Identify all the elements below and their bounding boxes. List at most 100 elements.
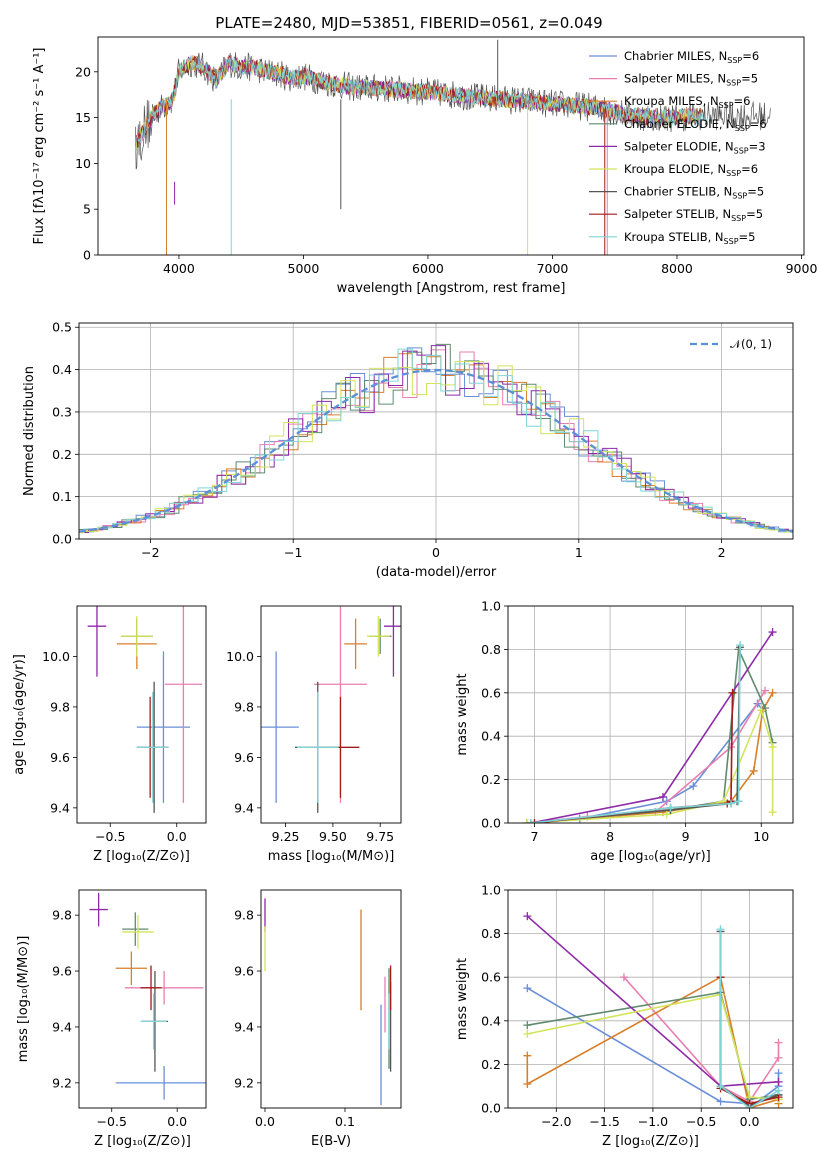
y-tick-label: 0.6 bbox=[481, 685, 501, 700]
axes-frame bbox=[97, 36, 805, 256]
y-tick-label: 15 bbox=[75, 110, 91, 125]
weight-marker bbox=[530, 819, 539, 823]
panel-5: −0.5 0.0 9.2 9.4 9.6 9.8 Z [log₁₀(Z/Z⊙)] mass [… bbox=[16, 889, 207, 1149]
legend-label: Kroupa MILES, N bbox=[624, 94, 719, 108]
y-tick-label: 9.8 bbox=[52, 908, 72, 923]
weight-line-2 bbox=[530, 692, 774, 823]
weight-marker bbox=[774, 1038, 783, 1047]
legend-entry: Kroupa STELIB, NSSP=5 bbox=[624, 230, 755, 246]
legend-label: Salpeter ELODIE, N bbox=[624, 139, 734, 153]
weight-marker bbox=[768, 808, 777, 817]
y-tick-label: 0.2 bbox=[481, 1057, 501, 1072]
y-tick-label: 9.6 bbox=[234, 964, 254, 979]
y-axis-label: mass [log₁₀(M/M⊙)] bbox=[16, 936, 31, 1063]
legend-subscript: SSP bbox=[726, 79, 741, 88]
x-axis-label: wavelength [Angstrom, rest frame] bbox=[337, 281, 566, 296]
y-axis-label: mass weight bbox=[455, 673, 470, 755]
weight-marker bbox=[774, 1069, 783, 1078]
y-tick-label: 0.2 bbox=[52, 447, 72, 462]
legend-subscript: SSP bbox=[734, 146, 749, 155]
y-tick-label: 9.6 bbox=[52, 964, 72, 979]
x-tick-label: 6000 bbox=[412, 261, 444, 276]
y-tick-label: 9.6 bbox=[234, 750, 254, 765]
x-tick-label: 9.75 bbox=[366, 829, 394, 844]
y-tick-label: 0.4 bbox=[52, 362, 72, 377]
weight-marker bbox=[768, 743, 777, 752]
y-tick-label: 10.0 bbox=[42, 649, 70, 664]
y-tick-label: 9.8 bbox=[50, 699, 70, 714]
weight-line-5 bbox=[526, 707, 774, 823]
weight-marker bbox=[768, 628, 777, 637]
weight-marker bbox=[728, 688, 737, 697]
x-tick-label: −0.5 bbox=[97, 1114, 127, 1129]
legend-label: Chabrier MILES, N bbox=[624, 49, 727, 63]
x-tick-label: 7 bbox=[530, 829, 538, 844]
x-tick-label: −1.5 bbox=[589, 1114, 619, 1129]
legend-suffix: =5 bbox=[746, 207, 763, 221]
y-tick-label: 9.4 bbox=[234, 1019, 254, 1034]
x-axis-label: (data-model)/error bbox=[376, 565, 497, 580]
y-tick-label: 0 bbox=[83, 248, 91, 263]
weight-marker bbox=[716, 925, 725, 934]
x-tick-label: −0.5 bbox=[686, 1114, 716, 1129]
axes-frame bbox=[78, 322, 794, 540]
panel-7: −2.0 −1.5 −1.0 −0.5 0.0 0.0 0.2 0.4 0.6 0.8 1.0 Z [… bbox=[455, 883, 794, 1149]
weight-marker bbox=[716, 1097, 725, 1106]
legend-label: Kroupa ELODIE, N bbox=[624, 162, 726, 176]
y-tick-label: 0.8 bbox=[481, 926, 501, 941]
legend-subscript: SSP bbox=[724, 237, 739, 246]
weight-marker bbox=[716, 1082, 725, 1091]
legend-suffix: =6 bbox=[750, 117, 767, 131]
legend-label: Chabrier ELODIE, N bbox=[624, 117, 735, 131]
histogram-8 bbox=[79, 348, 793, 532]
axes-frame bbox=[78, 889, 207, 1109]
legend-entry: Chabrier STELIB, NSSP=5 bbox=[624, 185, 764, 201]
y-tick-label: 0.4 bbox=[481, 729, 501, 744]
legend-entry: Kroupa MILES, NSSP=6 bbox=[624, 94, 750, 110]
legend-entry: Salpeter STELIB, NSSP=5 bbox=[624, 207, 763, 223]
y-axis-label: age [log₁₀(age/yr)] bbox=[12, 654, 27, 775]
x-axis-label: E(B-V) bbox=[311, 1134, 351, 1149]
panel-4: 7 8 9 10 0.0 0.2 0.4 0.6 0.8 1.0 age [log₁₀(age/yr… bbox=[455, 599, 794, 864]
y-tick-label: 0.6 bbox=[481, 970, 501, 985]
weight-marker bbox=[757, 706, 766, 715]
spectrum-line-8 bbox=[135, 54, 708, 153]
legend-entry: Chabrier ELODIE, NSSP=6 bbox=[624, 117, 767, 133]
panel-3: 9.25 9.50 9.75 9.4 9.6 9.8 10.0 mass [log₁₀(M/M… bbox=[226, 605, 402, 864]
x-axis-label: age [log₁₀(age/yr)] bbox=[590, 849, 711, 864]
legend-label: Salpeter MILES, N bbox=[624, 72, 726, 86]
weight-marker bbox=[768, 688, 777, 697]
y-tick-label: 20 bbox=[75, 64, 91, 79]
legend-suffix: =5 bbox=[741, 72, 758, 86]
x-tick-label: 7000 bbox=[537, 261, 569, 276]
legend-entry: Chabrier MILES, NSSP=6 bbox=[624, 49, 759, 65]
x-tick-label: 9 bbox=[682, 829, 690, 844]
legend-entry: Salpeter MILES, NSSP=5 bbox=[624, 72, 758, 88]
x-tick-label: −0.5 bbox=[95, 829, 125, 844]
legend-label: Kroupa STELIB, N bbox=[624, 230, 724, 244]
x-axis-label: Z [log₁₀(Z/Z⊙)] bbox=[94, 1134, 191, 1149]
weight-marker bbox=[658, 792, 667, 801]
legend-suffix: =3 bbox=[749, 139, 766, 153]
y-tick-label: 0.1 bbox=[52, 489, 72, 504]
x-tick-label: 8000 bbox=[661, 261, 693, 276]
x-tick-label: 0 bbox=[432, 545, 440, 560]
x-tick-label: −1.0 bbox=[638, 1114, 668, 1129]
weight-marker bbox=[774, 1077, 783, 1086]
y-tick-label: 9.2 bbox=[234, 1075, 254, 1090]
weight-marker bbox=[736, 641, 745, 650]
plot-area bbox=[87, 606, 203, 813]
weight-marker bbox=[523, 912, 532, 921]
weight-marker bbox=[745, 1104, 754, 1108]
y-tick-label: 10 bbox=[75, 156, 91, 171]
legend-entry: Kroupa ELODIE, NSSP=6 bbox=[624, 162, 758, 178]
plot-area bbox=[261, 606, 401, 813]
y-axis-label: Normed distribution bbox=[22, 366, 37, 496]
y-tick-label: 0.0 bbox=[481, 816, 501, 831]
y-tick-label: 5 bbox=[83, 202, 91, 217]
y-tick-label: 0.3 bbox=[52, 404, 72, 419]
y-axis-label: mass weight bbox=[455, 958, 470, 1040]
weight-marker bbox=[749, 766, 758, 775]
